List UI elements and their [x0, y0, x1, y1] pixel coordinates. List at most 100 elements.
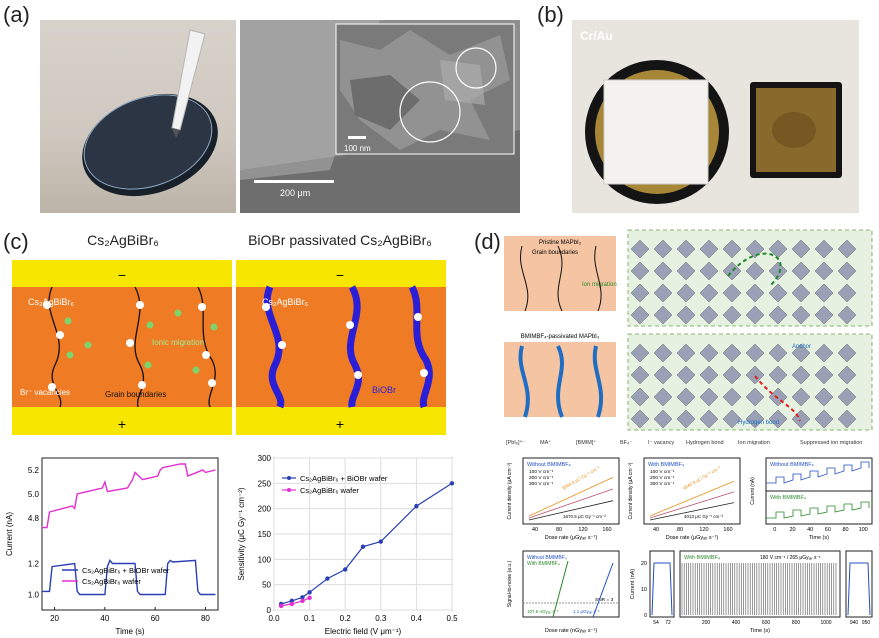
octahedron [630, 343, 650, 363]
data-point [289, 601, 294, 607]
octahedron [722, 343, 742, 363]
x-axis-label: Dose rate (μGyₐᵢᵣ s⁻¹) [545, 535, 598, 541]
x-tick-label: 120 [699, 527, 708, 533]
x-tick-label: 80 [842, 527, 848, 533]
x-axis-label: Dose rate (μGyₐᵢᵣ s⁻¹) [666, 535, 719, 541]
pristine-box [504, 236, 616, 311]
inset-scalebar-label: 100 nm [344, 144, 371, 153]
x-axis-label: Time (s) [809, 535, 829, 541]
snr-chart: Dose rate (nGyₐᵢᵣ s⁻¹) Signal-to-noise (a… [507, 550, 620, 634]
octahedron [676, 409, 696, 429]
octahedron [676, 387, 696, 407]
legend-entry: Cs₂AgBiBr₆ wafer [82, 577, 141, 586]
x-tick-label: 160 [602, 527, 611, 533]
legend-entry: With BMIMBF₄ [527, 561, 560, 567]
long-current-chart: With BMIMBF₄ 180 V cm⁻¹ / 265 μGyₐᵢᵣ s⁻¹ 0… [630, 550, 873, 634]
octahedron [791, 365, 811, 385]
octahedron [722, 305, 742, 325]
octahedron [699, 261, 719, 281]
x-tick-label: 0.1 [304, 614, 316, 623]
octahedron [837, 261, 857, 281]
octahedron [745, 365, 765, 385]
data-point [378, 539, 383, 544]
x-tick-label: 0.4 [411, 614, 423, 623]
data-point [289, 598, 294, 604]
y-tick-label: 20 [641, 561, 647, 567]
x-tick-label: 0 [773, 527, 776, 533]
current-time-d-chart: 0 20 40 60 80 100 Time (s) Current (nA) Without … [750, 457, 873, 541]
data-point [300, 598, 305, 604]
y-axis-label: Current (nA) [750, 477, 756, 505]
octahedron [791, 343, 811, 363]
x-axis-label: Electric field (V μm⁻¹) [325, 627, 402, 636]
octahedron [814, 305, 834, 325]
octahedron [745, 409, 765, 429]
series-line [280, 482, 453, 605]
data-point [307, 590, 312, 595]
y-axis-label: Current density (μA cm⁻²) [628, 462, 634, 519]
x-tick-label: 950 [862, 620, 871, 626]
mini-title: With BMIMBF₄ [684, 555, 721, 561]
legend-hbond: Hydrogen bond [686, 440, 724, 446]
octahedron [630, 283, 650, 303]
x-tick-label: 60 [151, 614, 160, 623]
legend-marker [287, 488, 291, 492]
data-point [300, 595, 305, 600]
octahedron [745, 239, 765, 259]
x-tick-label: 200 [702, 620, 711, 626]
series-line [766, 501, 870, 519]
octahedron [837, 343, 857, 363]
y-axis-label: Current density (μA cm⁻²) [507, 462, 513, 519]
octahedron [722, 409, 742, 429]
fit-line [592, 562, 614, 618]
y-axis-label: Signal-to-noise (a.u.) [507, 560, 513, 607]
legend-suppressed: Suppressed ion migration [800, 440, 862, 446]
legend-d: [PbI₆]⁴⁻ MA⁺ [BMIM]⁺ BF₄⁻ I⁻ vacancy Hyd… [506, 439, 862, 446]
octahedron [837, 365, 857, 385]
mini-title: With BMIMBF₄ [648, 462, 685, 468]
plot-frame [41, 457, 219, 611]
series-line [766, 461, 870, 484]
annotation: 4013 μC Gy⁻¹ cm⁻² [684, 514, 724, 519]
electrode-label: Cr/Au [580, 29, 613, 43]
y-tick-label: 300 [258, 454, 272, 463]
x-axis-label: Dose rate (nGyₐᵢᵣ s⁻¹) [545, 628, 598, 634]
octahedron [676, 365, 696, 385]
y-tick-label: 0 [644, 613, 647, 619]
legend-pbi6: [PbI₆]⁴⁻ [506, 439, 525, 446]
annotation: 1670.5 μC Gy⁻¹ cm⁻² [563, 514, 606, 519]
main-scalebar-label: 200 μm [280, 188, 310, 198]
octahedron [699, 387, 719, 407]
octahedron [722, 387, 742, 407]
x-tick-label: 40 [653, 527, 659, 533]
plus-sign-right: + [336, 416, 344, 432]
fit-line [528, 476, 614, 517]
octahedron [814, 387, 834, 407]
panel-label-b: (b) [537, 2, 564, 27]
grain-boundaries-d: Grain boundaries [532, 250, 578, 256]
y-axis-label: Sensitivity (μC Gy⁻¹ cm⁻²) [237, 487, 246, 580]
octahedron [745, 387, 765, 407]
fit-line [649, 480, 735, 517]
series-line [42, 463, 216, 529]
octahedron [768, 261, 788, 281]
ion-migration-d: Ion migration [582, 282, 617, 288]
fit-line [528, 500, 614, 521]
legend-entry: 200 V cm⁻¹ [650, 475, 675, 481]
octahedron [699, 409, 719, 429]
current-density-without-chart: Without BMIMBF₄ 40 80 120 160 Dose rate (μGyₐ… [507, 457, 620, 541]
octahedron [791, 283, 811, 303]
x-tick-label: 80 [556, 527, 562, 533]
data-point [278, 603, 284, 609]
schematic-c: Cs₂AgBiBr₆ BiOBr passivated Cs₂AgBiBr₆ −… [12, 232, 446, 435]
octahedron [768, 283, 788, 303]
octahedron [814, 239, 834, 259]
schematic-d: Pristine MAPbI₃ Grain boundaries Ion mig… [504, 229, 873, 446]
plot-frame [845, 550, 873, 618]
octahedron [699, 283, 719, 303]
x-tick-label: 940 [850, 620, 859, 626]
x-tick-label: 0.2 [340, 614, 352, 623]
octahedron [814, 409, 834, 429]
grain-boundaries-label: Grain boundaries [105, 390, 166, 399]
legend-entry: Cs₂AgBiBr₆ + BiOBr wafer [82, 566, 170, 575]
